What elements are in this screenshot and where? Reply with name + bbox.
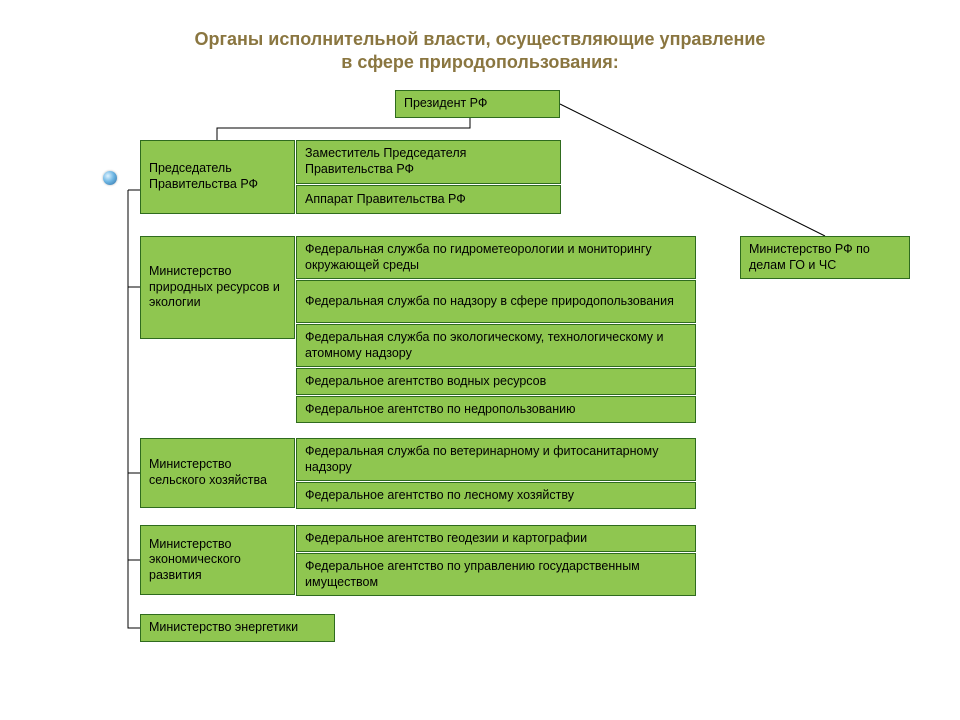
label: Министерство сельского хозяйства [149, 457, 286, 488]
node-subsoil: Федеральное агентство по недропользовани… [296, 396, 696, 423]
node-nadzor-env: Федеральная служба по надзору в сфере пр… [296, 280, 696, 323]
title-line1: Органы исполнительной власти, осуществля… [195, 29, 766, 49]
node-president: Президент РФ [395, 90, 560, 118]
node-vet: Федеральная служба по ветеринарному и фи… [296, 438, 696, 481]
node-hydromet: Федеральная служба по гидрометеорологии … [296, 236, 696, 279]
label: Федеральное агентство по лесному хозяйст… [305, 488, 574, 504]
label: Федеральная служба по ветеринарному и фи… [305, 444, 687, 475]
label: Председатель Правительства РФ [149, 161, 286, 192]
label: Федеральное агентство водных ресурсов [305, 374, 546, 390]
diagram-title: Органы исполнительной власти, осуществля… [0, 28, 960, 75]
bullet-decoration [103, 171, 117, 185]
label: Федеральная служба по надзору в сфере пр… [305, 294, 674, 310]
node-eco-tech-atom: Федеральная служба по экологическому, те… [296, 324, 696, 367]
node-min-energy: Министерство энергетики [140, 614, 335, 642]
label: Федеральное агентство по управлению госу… [305, 559, 687, 590]
label: Федеральное агентство геодезии и картогр… [305, 531, 587, 547]
title-line2: в сфере природопользования: [341, 52, 618, 72]
label: Федеральная служба по гидрометеорологии … [305, 242, 687, 273]
label: Аппарат Правительства РФ [305, 192, 466, 208]
node-geodesy: Федеральное агентство геодезии и картогр… [296, 525, 696, 552]
label: Федеральное агентство по недропользовани… [305, 402, 575, 418]
node-min-agri: Министерство сельского хозяйства [140, 438, 295, 508]
node-deputy: Заместитель Председателя Правительства Р… [296, 140, 561, 184]
node-min-go-chs: Министерство РФ по делам ГО и ЧС [740, 236, 910, 279]
label: Президент РФ [404, 96, 487, 112]
label: Федеральная служба по экологическому, те… [305, 330, 687, 361]
label: Заместитель Председателя Правительства Р… [305, 146, 552, 177]
node-chairman: Председатель Правительства РФ [140, 140, 295, 214]
node-water: Федеральное агентство водных ресурсов [296, 368, 696, 395]
node-apparatus: Аппарат Правительства РФ [296, 185, 561, 214]
node-min-nature: Министерство природных ресурсов и эколог… [140, 236, 295, 339]
label: Министерство энергетики [149, 620, 298, 636]
label: Министерство РФ по делам ГО и ЧС [749, 242, 901, 273]
label: Министерство экономического развития [149, 537, 286, 584]
node-forest: Федеральное агентство по лесному хозяйст… [296, 482, 696, 509]
node-property: Федеральное агентство по управлению госу… [296, 553, 696, 596]
label: Министерство природных ресурсов и эколог… [149, 264, 286, 311]
node-min-econ: Министерство экономического развития [140, 525, 295, 595]
